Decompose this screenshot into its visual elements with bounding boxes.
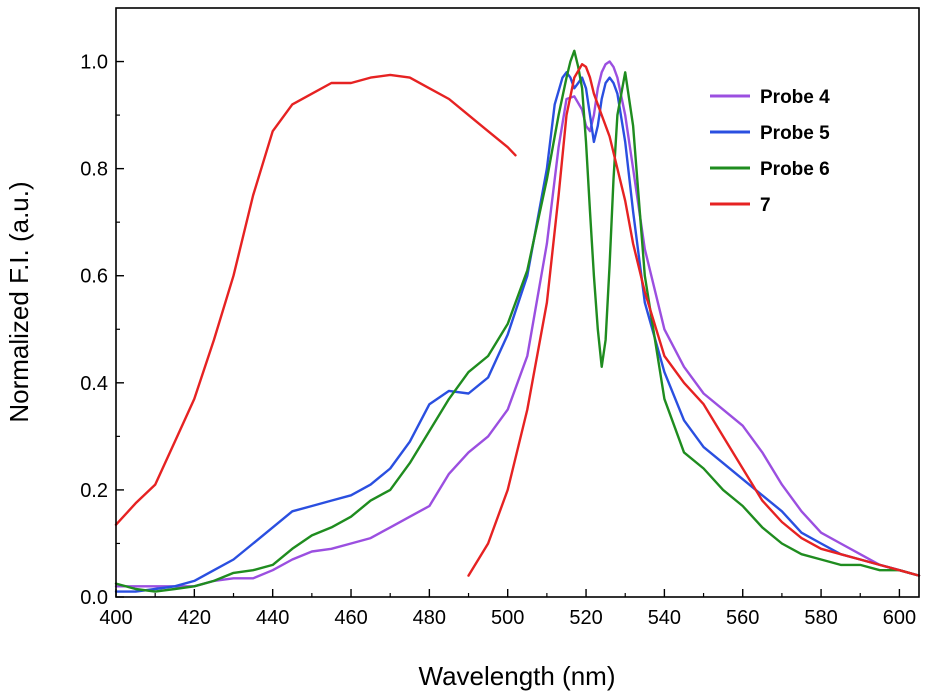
y-axis-title: Normalized F.I. (a.u.) bbox=[4, 181, 34, 422]
x-tick-label: 460 bbox=[334, 607, 367, 629]
y-tick-label: 0.2 bbox=[80, 480, 108, 502]
y-tick-label: 0.8 bbox=[80, 159, 108, 181]
x-tick-label: 540 bbox=[648, 607, 681, 629]
legend-label-probe-6: Probe 6 bbox=[760, 159, 830, 180]
legend: Probe 4 Probe 5 Probe 6 7 bbox=[710, 87, 830, 216]
legend-label-7: 7 bbox=[760, 195, 771, 216]
series-line-probe-6 bbox=[114, 49, 921, 593]
x-tick-label: 440 bbox=[256, 607, 289, 629]
series-line-7 bbox=[114, 63, 921, 577]
series-line-probe-5 bbox=[114, 71, 921, 593]
y-tick-label: 0.6 bbox=[80, 266, 108, 288]
series-line-probe-4 bbox=[114, 60, 921, 588]
x-tick-label: 600 bbox=[883, 607, 916, 629]
y-tick-label: 0.0 bbox=[80, 587, 108, 609]
series-layer bbox=[114, 49, 921, 593]
plot-frame bbox=[115, 7, 920, 598]
x-tick-label: 500 bbox=[491, 607, 524, 629]
x-tick-label: 560 bbox=[726, 607, 759, 629]
x-tick-label: 480 bbox=[413, 607, 446, 629]
y-tick-label: 0.4 bbox=[80, 373, 108, 395]
x-tick-label: 420 bbox=[178, 607, 211, 629]
y-tick-label: 1.0 bbox=[80, 52, 108, 74]
x-tick-label: 580 bbox=[804, 607, 837, 629]
x-tick-label: 400 bbox=[99, 607, 132, 629]
x-axis-title: Wavelength (nm) bbox=[419, 661, 616, 691]
x-tick-label: 520 bbox=[569, 607, 602, 629]
y-axis: 0.0 0.2 0.4 0.6 0.8 1.0 bbox=[80, 52, 124, 609]
legend-label-probe-4: Probe 4 bbox=[760, 87, 830, 108]
legend-label-probe-5: Probe 5 bbox=[760, 123, 830, 144]
x-axis: 400 420 440 460 480 500 520 540 560 580 600 bbox=[99, 589, 916, 629]
